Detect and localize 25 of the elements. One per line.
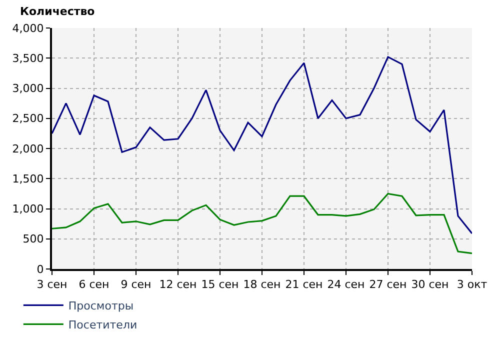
x-tick-label: 3 сен [36, 278, 68, 292]
legend-label: Просмотры [68, 299, 134, 312]
x-tick-label: 27 сен [369, 278, 407, 292]
x-tick-label: 15 сен [201, 278, 239, 292]
y-tick-label: 500 [22, 232, 44, 246]
y-axis-title: Количество [20, 5, 96, 18]
x-tick-label: 9 сен [120, 278, 152, 292]
x-tick-label: 24 сен [327, 278, 365, 292]
y-tick-label: 0 [36, 262, 44, 276]
y-tick-label: 3,000 [12, 82, 44, 96]
y-tick-label: 3,500 [12, 52, 44, 65]
y-tick-label: 1,000 [12, 202, 44, 216]
x-tick-label: 21 сен [285, 278, 323, 292]
y-tick-label: 2,500 [12, 112, 44, 126]
x-tick-label: 12 сен [159, 278, 197, 292]
x-tick-label: 6 сен [78, 278, 110, 292]
y-tick-label: 1,500 [12, 172, 44, 186]
y-tick-label: 4,000 [12, 22, 44, 35]
x-tick-label: 18 сен [243, 278, 281, 292]
y-tick-label: 2,000 [12, 142, 44, 156]
x-tick-label: 30 сен [411, 278, 449, 292]
line-series [52, 192, 472, 254]
x-tick-label: 3 окт [456, 278, 488, 292]
legend-label: Посетители [68, 318, 138, 332]
line-series [52, 56, 472, 234]
